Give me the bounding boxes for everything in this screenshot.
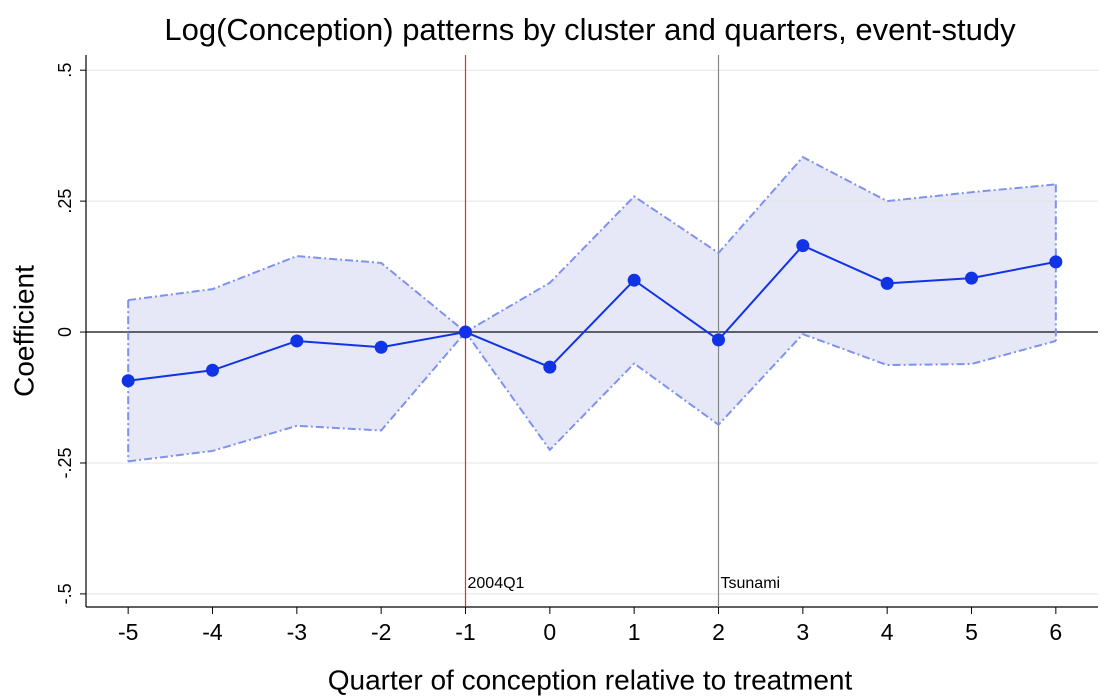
line	[128, 244, 1057, 382]
point	[627, 273, 641, 287]
point	[712, 333, 725, 347]
reference-label: Tsunami	[721, 575, 781, 592]
y-tick-label: 0	[55, 327, 75, 337]
y-tick-label: .5	[55, 63, 75, 78]
x-tick-label: 3	[796, 619, 809, 645]
point	[1049, 255, 1063, 269]
x-tick-label: 4	[881, 619, 894, 645]
x-tick-label: -3	[287, 619, 307, 645]
point	[290, 334, 304, 348]
ci-edge	[128, 155, 1056, 334]
ci-edge	[128, 330, 1057, 463]
point	[206, 363, 219, 377]
chart-title: Log(Conception) patterns by cluster and …	[164, 12, 1016, 47]
y-tick-label: .25	[55, 189, 75, 214]
reference-label: 2004Q1	[468, 575, 525, 592]
y-tick-label: -.5	[55, 583, 75, 604]
point	[543, 360, 557, 374]
x-axis-title: Quarter of conception relative to treatm…	[328, 664, 853, 695]
point	[965, 271, 978, 285]
x-tick-label: 2	[712, 619, 725, 645]
point	[880, 276, 894, 290]
x-tick-label: -2	[371, 619, 391, 645]
ci-band	[128, 157, 1056, 462]
point	[459, 325, 472, 339]
x-tick-label: -1	[455, 619, 475, 645]
x-tick-label: -5	[118, 619, 138, 645]
x-tick-label: 0	[543, 619, 556, 645]
x-tick-label: 5	[965, 619, 978, 645]
x-tick-label: -4	[202, 619, 223, 645]
point	[121, 374, 135, 388]
y-tick-label: -.25	[55, 447, 75, 478]
point	[796, 239, 810, 253]
y-axis-title: Coefficient	[8, 265, 39, 397]
x-tick-label: 6	[1049, 619, 1062, 645]
x-tick-label: 1	[628, 619, 641, 645]
point	[374, 340, 388, 354]
